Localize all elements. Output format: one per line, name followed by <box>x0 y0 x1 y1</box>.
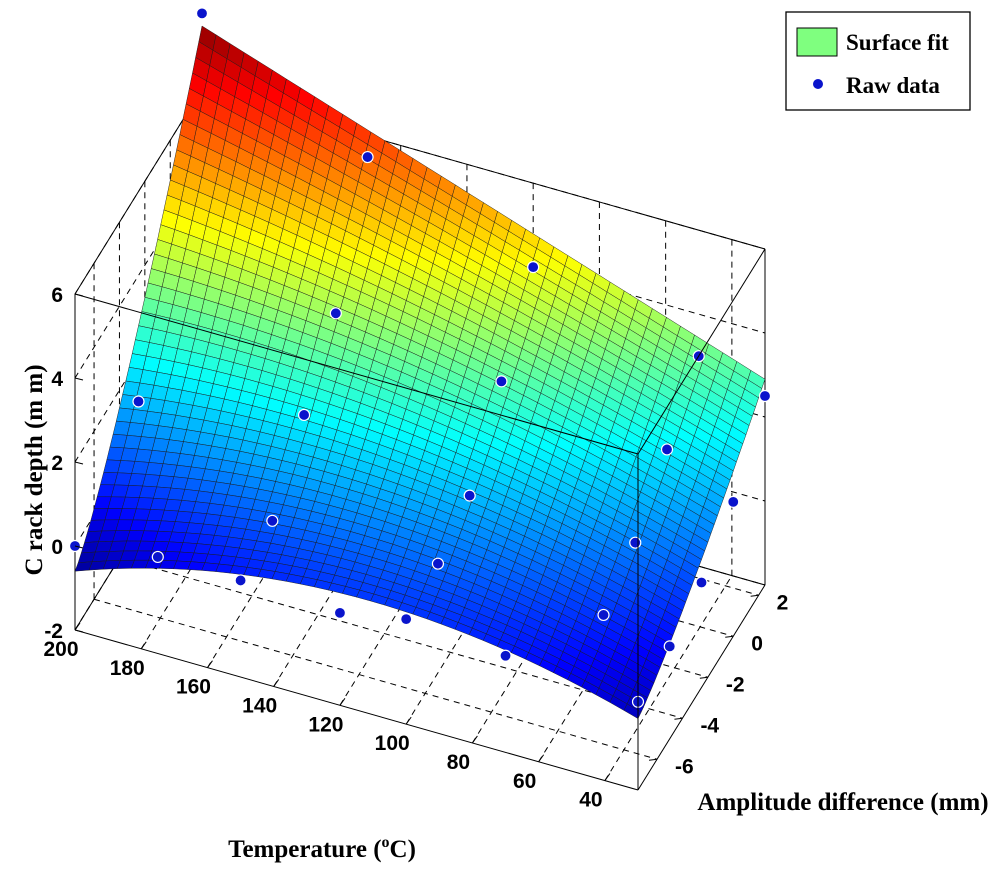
box-edge <box>74 629 639 791</box>
grid-line <box>604 575 733 781</box>
y-tick-label: -4 <box>700 714 719 737</box>
grid-line <box>201 88 766 250</box>
y-tick-label: 2 <box>777 591 789 614</box>
y-tick-label: 0 <box>751 632 763 655</box>
x-tick-mark <box>74 622 81 631</box>
x-tick-mark <box>538 754 545 763</box>
x-tick-label: 120 <box>308 713 343 736</box>
raw-data-point <box>400 613 413 626</box>
x-tick-label: 60 <box>513 770 536 793</box>
x-tick-label: 40 <box>579 789 602 812</box>
legend-surface-label: Surface fit <box>846 30 949 55</box>
raw-data-point <box>597 608 610 622</box>
y-tick-mark <box>699 676 708 679</box>
y-tick-label: -6 <box>675 755 694 778</box>
legend: Surface fit Raw data <box>785 11 971 111</box>
z-tick-label: -2 <box>44 620 63 643</box>
y-tick-mark <box>725 635 734 638</box>
raw-data-point <box>266 514 279 527</box>
x-tick-label: 180 <box>110 657 145 680</box>
raw-data-point <box>151 550 164 564</box>
z-tick-label: 2 <box>51 452 63 475</box>
z-tick-mark <box>74 377 84 381</box>
z-tick-mark <box>74 461 84 465</box>
box-edge <box>637 248 766 455</box>
raw-data-point <box>495 375 508 388</box>
x-tick-label: 200 <box>43 638 78 661</box>
raw-data-point <box>663 640 676 653</box>
raw-data-point <box>463 489 476 502</box>
z-tick-mark <box>74 629 84 633</box>
legend-point-marker <box>812 78 824 90</box>
y-tick-mark <box>674 717 683 720</box>
x-tick-mark <box>339 698 346 706</box>
legend-points-label: Raw data <box>846 73 940 98</box>
x-tick-label: 80 <box>447 751 470 774</box>
raw-data-point <box>660 443 674 456</box>
legend-surface-swatch <box>796 27 838 57</box>
z-tick-mark <box>74 293 84 297</box>
x-tick-label: 140 <box>242 694 277 717</box>
x-tick-mark <box>604 773 611 781</box>
raw-data-point <box>695 576 708 589</box>
raw-data-point <box>499 649 512 662</box>
x-tick-mark <box>207 660 213 668</box>
grid-line <box>201 172 766 334</box>
grid-line <box>119 557 683 719</box>
z-axis-label: C rack depth (m m) <box>21 364 48 575</box>
grid-line <box>74 88 203 295</box>
raw-data-point <box>431 557 445 570</box>
x-tick-mark <box>140 641 147 650</box>
y-tick-label: -2 <box>726 673 745 696</box>
z-tick-label: 0 <box>51 536 63 559</box>
raw-data-point <box>234 574 247 587</box>
raw-data-point <box>297 408 311 422</box>
raw-data-point <box>758 389 772 403</box>
axes-box-front <box>74 248 766 791</box>
raw-data-point <box>333 606 347 619</box>
x-tick-label: 100 <box>375 732 410 755</box>
z-tick-label: 4 <box>51 368 63 391</box>
x-tick-mark <box>405 716 412 725</box>
z-tick-label: 6 <box>51 284 63 307</box>
z-tick-mark <box>74 545 84 549</box>
raw-data-point <box>132 395 145 408</box>
grid-line <box>93 598 658 760</box>
raw-data-point <box>195 7 209 20</box>
raw-data-point <box>361 150 374 164</box>
box-edge <box>74 293 639 455</box>
y-tick-mark <box>648 758 658 761</box>
y-axis-label: Amplitude difference (mm) <box>697 789 988 816</box>
raw-data-point <box>329 307 342 320</box>
raw-data-point <box>527 261 540 274</box>
x-tick-mark <box>472 735 478 744</box>
raw-data-point <box>629 536 642 549</box>
x-axis-label: Temperature (oC) <box>228 834 416 863</box>
y-tick-mark <box>750 594 759 597</box>
raw-data-points <box>68 7 772 708</box>
box-edge <box>637 584 766 791</box>
x-tick-mark <box>273 679 280 687</box>
surface-fit <box>74 25 766 719</box>
x-tick-label: 160 <box>176 676 211 699</box>
raw-data-point <box>727 495 740 508</box>
